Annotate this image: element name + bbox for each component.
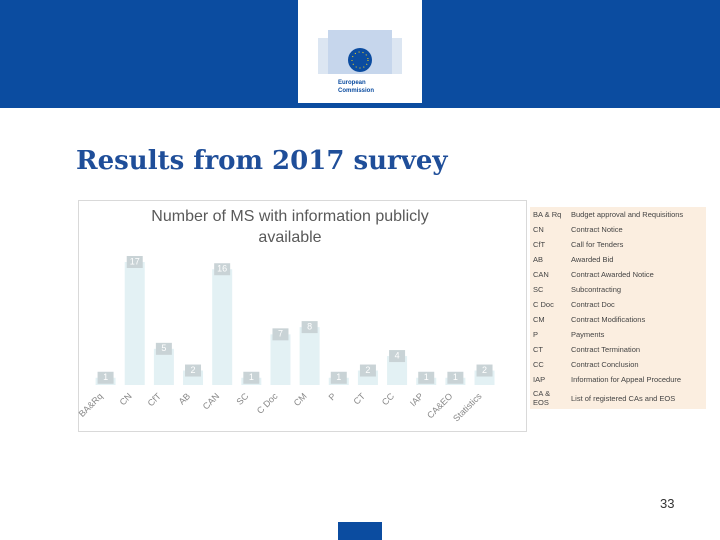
- legend-meaning: Call for Tenders: [571, 240, 624, 249]
- x-tick-label: SC: [234, 391, 250, 407]
- footer-mark: [338, 522, 382, 540]
- data-label-box: [155, 342, 172, 355]
- data-label-box: [214, 263, 231, 276]
- legend-row: CA & EOS List of registered CAs and EOS: [530, 387, 706, 409]
- data-label-box: [330, 371, 347, 384]
- legend-row: CN Contract Notice: [530, 222, 706, 237]
- legend-table: BA & Rq Budget approval and Requisitions C…: [530, 207, 706, 409]
- legend-code: C Doc: [533, 300, 554, 309]
- logo-text: European: [338, 80, 366, 86]
- legend-code: SC: [533, 285, 544, 294]
- legend-row: CT Contract Termination: [530, 342, 706, 357]
- bar: [153, 348, 174, 385]
- bar: [124, 262, 145, 385]
- legend-code: AB: [533, 255, 544, 264]
- data-label: 8: [307, 321, 312, 331]
- x-tick-label: CT: [351, 391, 367, 407]
- data-label: 1: [336, 372, 341, 382]
- legend-meaning: Contract Doc: [571, 300, 615, 309]
- data-label: 17: [130, 256, 140, 266]
- legend-meaning: Payments: [571, 330, 605, 339]
- legend-meaning: List of registered CAs and EOS: [571, 393, 676, 403]
- data-label: 5: [161, 343, 166, 353]
- x-tick-label: Statistics: [451, 391, 484, 424]
- legend-code: P: [533, 330, 539, 339]
- legend-row: CAN Contract Awarded Notice: [530, 267, 706, 282]
- legend-meaning: Contract Notice: [571, 225, 623, 234]
- legend-meaning: Contract Conclusion: [571, 360, 639, 369]
- chart-frame: [78, 200, 527, 432]
- data-label-box: [97, 371, 114, 384]
- x-tick-label: CfT: [146, 391, 164, 409]
- legend-row: CM Contract Modifications: [530, 312, 706, 327]
- x-tick-label: CAN: [201, 391, 222, 412]
- legend-row: C Doc Contract Doc: [530, 297, 706, 312]
- legend-meaning: Budget approval and Requisitions: [571, 210, 684, 219]
- data-label-box: [185, 364, 202, 377]
- data-label: 7: [278, 329, 283, 339]
- legend-code: IAP: [533, 375, 546, 384]
- logo: European Commission: [298, 0, 422, 103]
- legend-meaning: Contract Termination: [571, 345, 641, 354]
- legend-code: CN: [533, 225, 544, 234]
- bar: [387, 356, 408, 385]
- legend-row: IAP Information for Appeal Procedure: [530, 372, 706, 387]
- logo-graphic: [318, 30, 402, 74]
- logo-text: Commission: [338, 88, 375, 94]
- chart-title: Number of MS with information publicly a…: [151, 208, 429, 246]
- data-label-box: [126, 256, 143, 268]
- data-label-box: [272, 328, 289, 341]
- bar: [212, 269, 233, 385]
- legend-meaning: Subcontracting: [571, 285, 622, 294]
- x-tick-label: IAP: [408, 391, 425, 408]
- page-number: 33: [660, 496, 675, 511]
- data-label: 16: [217, 264, 227, 274]
- legend-row: BA & Rq Budget approval and Requisitions: [530, 207, 706, 222]
- slide-title: Results from 2017 survey: [76, 146, 448, 176]
- legend-meaning: Contract Awarded Notice: [571, 270, 654, 279]
- legend-code: CM: [533, 315, 545, 324]
- data-label: 2: [482, 365, 487, 375]
- legend-code: CT: [533, 345, 543, 354]
- data-label: 1: [249, 372, 254, 382]
- legend-meaning: Information for Appeal Procedure: [571, 375, 682, 384]
- data-label: 2: [365, 365, 370, 375]
- x-tick-label: C Doc: [255, 391, 280, 416]
- data-label-box: [476, 364, 493, 377]
- data-label-box: [389, 350, 406, 363]
- data-label-box: [418, 371, 435, 384]
- data-label: 1: [424, 372, 429, 382]
- legend-code: CAN: [533, 270, 549, 279]
- legend-row: AB Awarded Bid: [530, 252, 706, 267]
- bar: [270, 334, 291, 385]
- data-label: 1: [453, 372, 458, 382]
- data-label-box: [301, 321, 318, 334]
- x-tick-label: BA&Rq: [77, 391, 105, 419]
- legend-code: BA & Rq: [533, 210, 562, 219]
- data-label-box: [447, 371, 464, 384]
- legend-row: CC Contract Conclusion: [530, 357, 706, 372]
- x-tick-label: CC: [380, 391, 397, 408]
- x-tick-label: CN: [118, 391, 134, 407]
- x-tick-label: CM: [292, 391, 309, 408]
- x-tick-label: CA&EO: [425, 391, 454, 420]
- legend-meaning: Awarded Bid: [571, 255, 614, 264]
- x-tick-label: P: [327, 391, 338, 402]
- data-label-box: [243, 371, 260, 384]
- legend-code: CC: [533, 360, 544, 369]
- data-label: 2: [191, 365, 196, 375]
- legend-row: P Payments: [530, 327, 706, 342]
- legend-code: CfT: [533, 240, 546, 249]
- data-label-box: [359, 364, 376, 377]
- data-label: 1: [103, 372, 108, 382]
- legend-row: CfT Call for Tenders: [530, 237, 706, 252]
- x-tick-label: AB: [177, 391, 193, 407]
- legend-code: CA & EOS: [533, 389, 551, 407]
- data-label: 4: [395, 350, 400, 360]
- bar: [299, 327, 320, 385]
- legend-meaning: Contract Modifications: [571, 315, 646, 324]
- legend-row: SC Subcontracting: [530, 282, 706, 297]
